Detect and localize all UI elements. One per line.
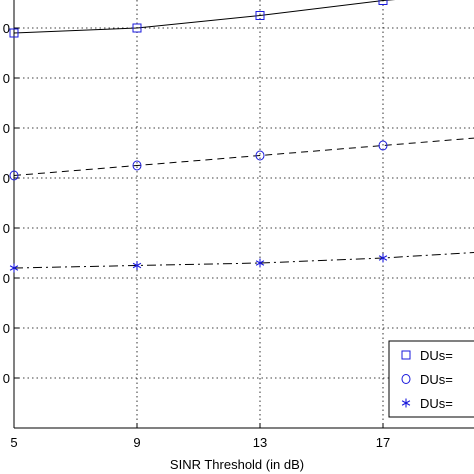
legend-marker-1 [401, 350, 411, 360]
series-1-point [378, 0, 388, 5]
legend-marker-3 [401, 398, 411, 408]
series-2-point [255, 150, 265, 161]
x-axis-label: SINR Threshold (in dB) [170, 457, 304, 472]
series-line-3 [13, 251, 474, 269]
x-tick-labels: 5 9 13 17 [10, 435, 390, 450]
y-tick-label: 0 [3, 321, 10, 336]
y-tick-labels: 000000000 [3, 21, 10, 386]
y-tick-label: 0 [3, 121, 10, 136]
y-tick-label: 0 [3, 71, 10, 86]
series-3-point [378, 253, 388, 263]
series-line-2 [13, 137, 474, 176]
series-2-point [9, 170, 19, 181]
y-tick-label: 0 [3, 271, 10, 286]
legend-marker-2 [401, 374, 411, 384]
series-2-point [378, 140, 388, 151]
x-tick-label: 17 [376, 435, 390, 450]
legend-label-2: DUs= [420, 372, 453, 387]
series-markers [9, 0, 388, 273]
x-tick-label: 13 [253, 435, 267, 450]
legend-label-1: DUs= [420, 348, 453, 363]
y-tick-label: 0 [3, 171, 10, 186]
grid-lines [13, 0, 474, 429]
series-line-1 [13, 0, 396, 34]
series-1-point [9, 28, 19, 38]
y-tick-label: 0 [3, 221, 10, 236]
legend-label-3: DUs= [420, 396, 453, 411]
y-tick-label: 0 [3, 371, 10, 386]
series-3-point [9, 263, 19, 273]
series-lines [13, 0, 474, 269]
x-tick-label: 9 [133, 435, 140, 450]
series-3-point [255, 258, 265, 268]
legend: DUs= DUs= DUs= [388, 340, 474, 418]
series-2-point [132, 160, 142, 171]
y-tick-label: 0 [3, 21, 10, 36]
series-1-point [132, 23, 142, 33]
x-tick-label: 5 [10, 435, 17, 450]
series-1-point [255, 11, 265, 20]
series-3-point [132, 261, 142, 270]
